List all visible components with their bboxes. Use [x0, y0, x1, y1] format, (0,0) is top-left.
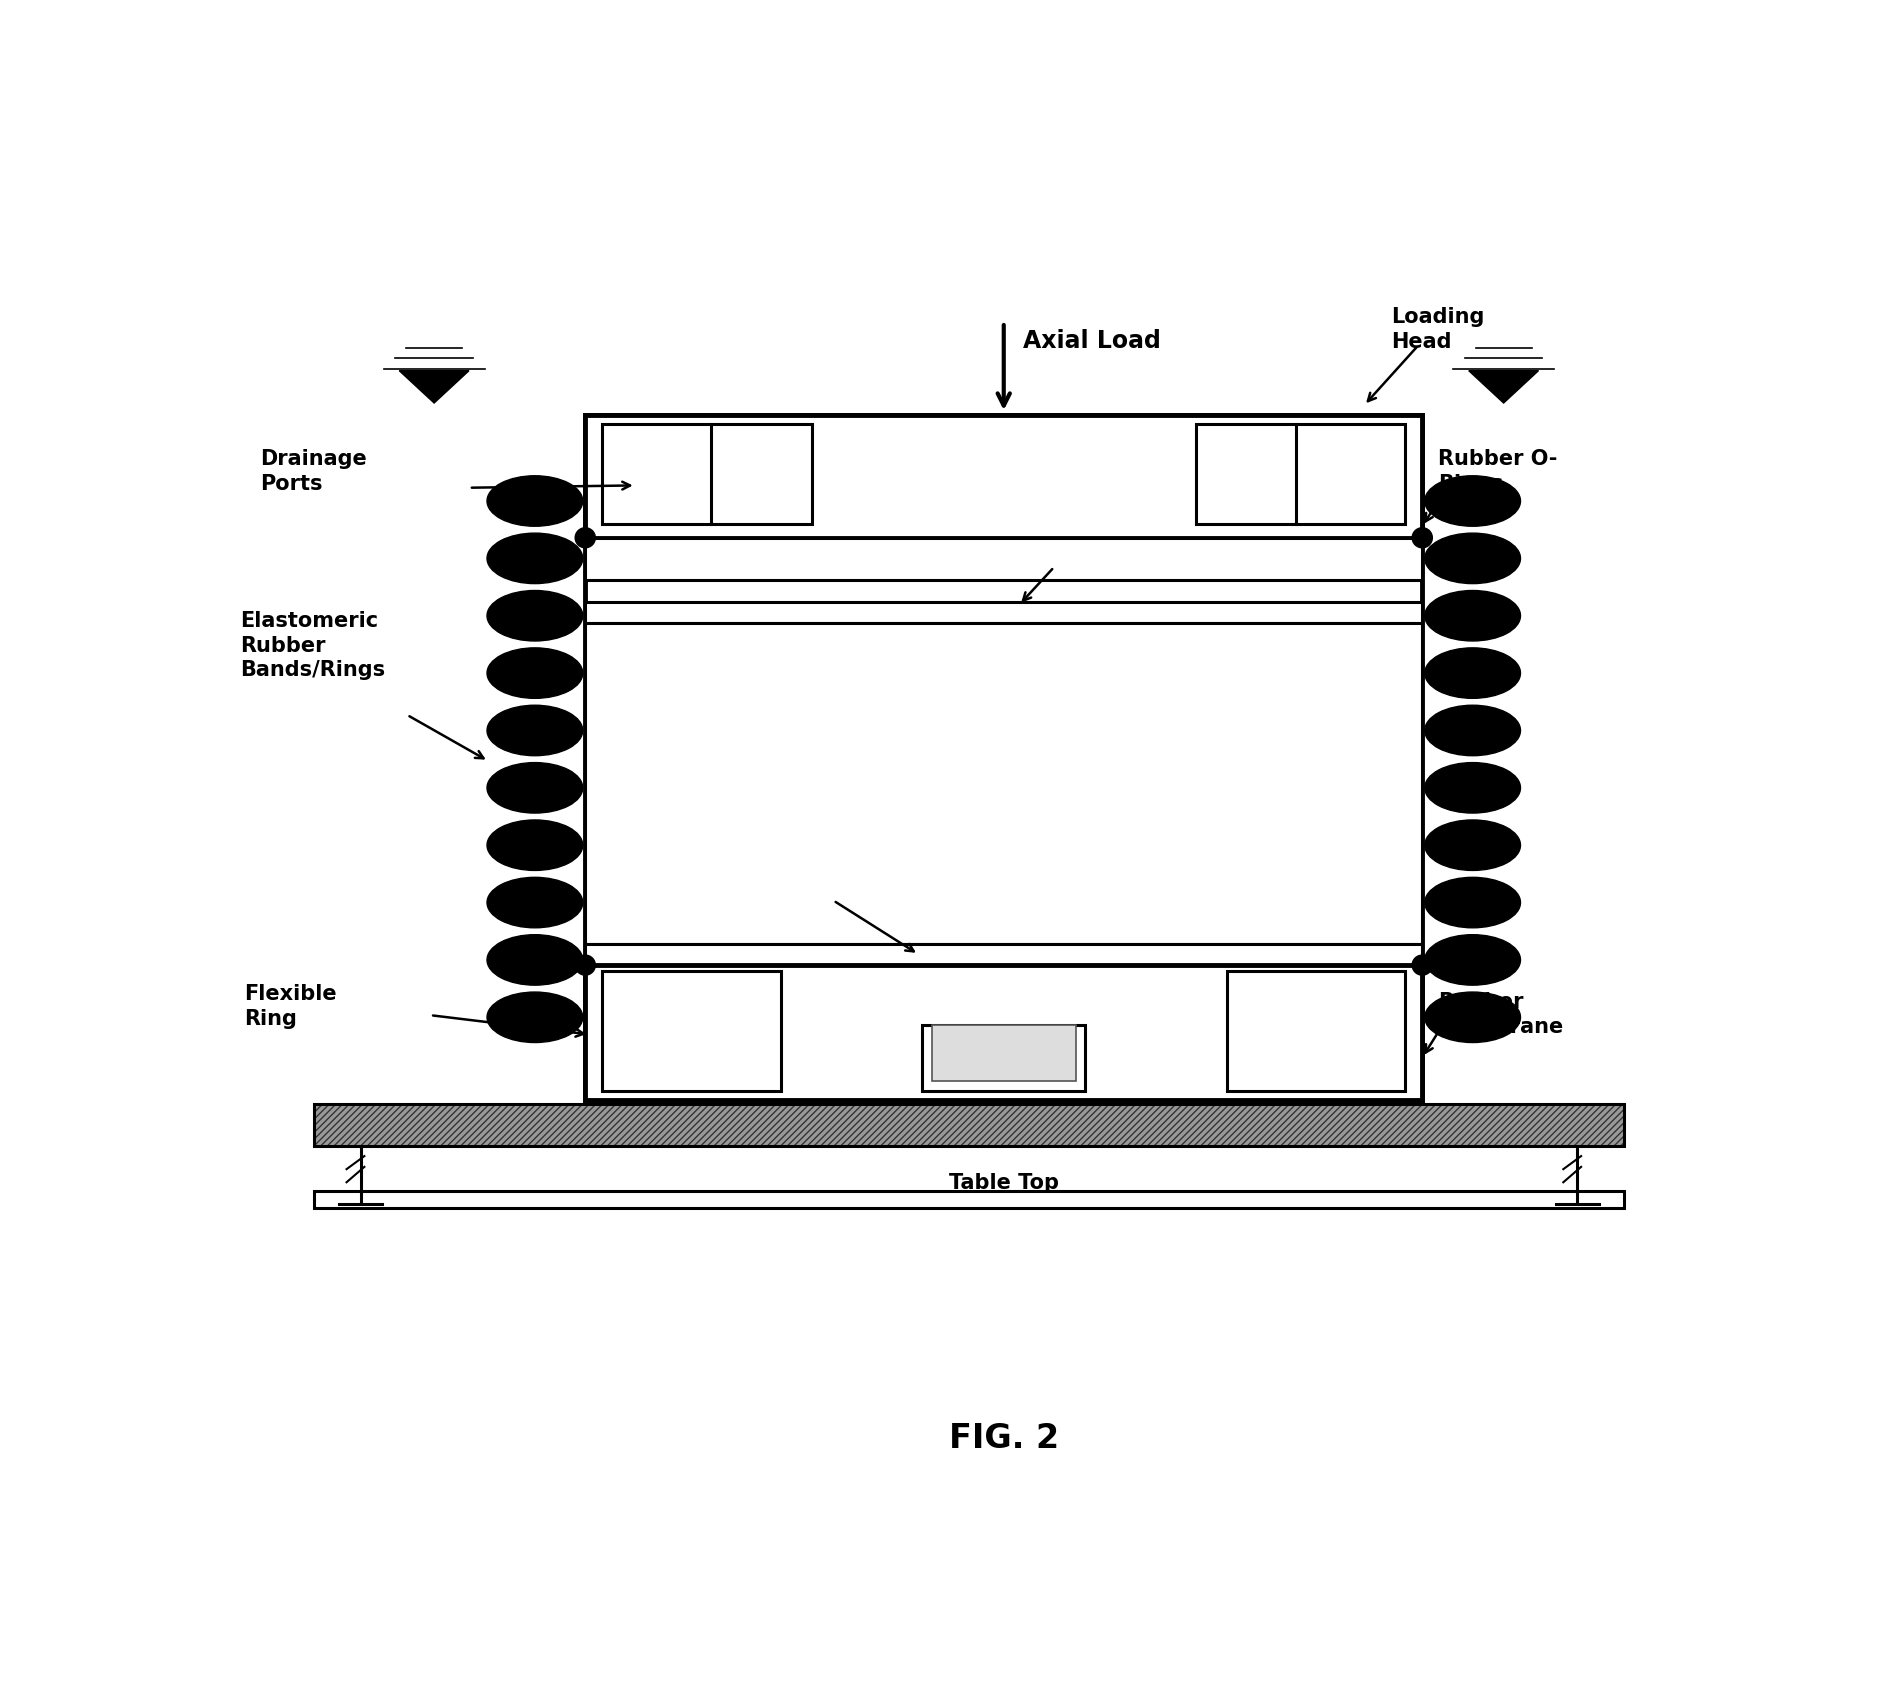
Ellipse shape	[486, 647, 583, 698]
Bar	[585, 601, 1423, 623]
Text: Base Plate: Base Plate	[942, 1001, 1065, 1022]
Text: Table Top: Table Top	[948, 1173, 1060, 1194]
Ellipse shape	[486, 877, 583, 928]
Ellipse shape	[1425, 993, 1521, 1042]
Bar	[585, 414, 1423, 538]
Ellipse shape	[1425, 475, 1521, 526]
Bar	[585, 623, 1423, 943]
Ellipse shape	[1425, 819, 1521, 870]
Bar	[602, 424, 812, 525]
Circle shape	[575, 528, 596, 548]
Circle shape	[1411, 528, 1432, 548]
Bar	[931, 1025, 1077, 1081]
Bar	[314, 1104, 1623, 1146]
Bar	[1196, 424, 1406, 525]
Ellipse shape	[1425, 705, 1521, 756]
Polygon shape	[1468, 371, 1538, 404]
Bar	[1226, 971, 1406, 1090]
Bar	[314, 1190, 1623, 1207]
Ellipse shape	[1425, 877, 1521, 928]
Bar	[923, 1025, 1086, 1090]
Text: Loading
Head: Loading Head	[1391, 307, 1485, 351]
Text: FIG. 2: FIG. 2	[948, 1422, 1060, 1454]
Text: Axial Load: Axial Load	[1024, 329, 1162, 354]
Ellipse shape	[1425, 935, 1521, 984]
Ellipse shape	[486, 475, 583, 526]
Ellipse shape	[1425, 533, 1521, 584]
Polygon shape	[399, 371, 469, 404]
Text: Elastomeric
Rubber
Bands/Rings: Elastomeric Rubber Bands/Rings	[240, 611, 386, 681]
Bar	[585, 943, 1423, 966]
Ellipse shape	[1425, 647, 1521, 698]
Ellipse shape	[486, 591, 583, 640]
Ellipse shape	[486, 819, 583, 870]
Ellipse shape	[1425, 591, 1521, 640]
Text: Drainage
Ports: Drainage Ports	[259, 450, 367, 494]
Ellipse shape	[486, 763, 583, 812]
Ellipse shape	[486, 993, 583, 1042]
Circle shape	[575, 955, 596, 976]
Text: Rubber
Membrane: Rubber Membrane	[1438, 993, 1563, 1037]
Bar	[314, 1104, 1623, 1146]
Bar	[314, 1104, 1623, 1146]
Text: Rubber O-
Rings: Rubber O- Rings	[1438, 450, 1557, 494]
Ellipse shape	[486, 705, 583, 756]
Circle shape	[1411, 955, 1432, 976]
Text: Flexible
Ring: Flexible Ring	[244, 984, 337, 1029]
Text: Cylindrical Soil Specimen: Cylindrical Soil Specimen	[687, 732, 1042, 756]
Bar	[585, 538, 1423, 581]
Bar	[602, 971, 781, 1090]
Bar	[585, 966, 1423, 1100]
Ellipse shape	[486, 533, 583, 584]
Ellipse shape	[486, 935, 583, 984]
Ellipse shape	[1425, 763, 1521, 812]
Bar	[585, 414, 1423, 1100]
Text: Porous Disc: Porous Disc	[662, 867, 800, 887]
Text: Porous Disc: Porous Disc	[1050, 545, 1188, 565]
